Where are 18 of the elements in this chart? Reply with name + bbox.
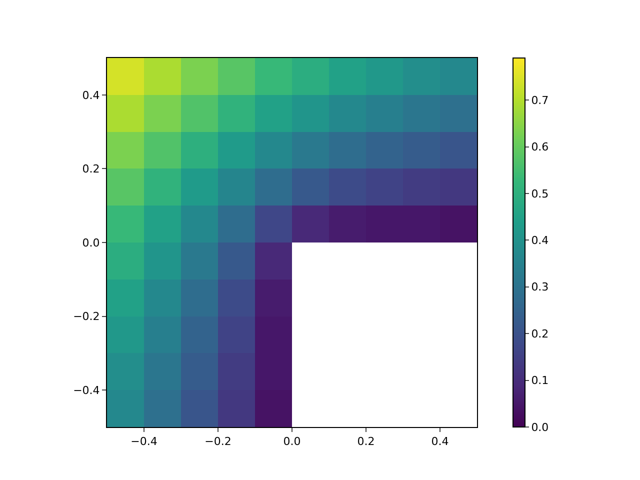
x-tick-label: −0.2 [204, 435, 232, 448]
y-tick-label: 0.2 [82, 162, 100, 176]
x-tick-label: 0.2 [357, 435, 375, 448]
color-bar-label: 0.1 [531, 374, 549, 388]
y-tick-label: 0.0 [82, 236, 100, 250]
color-bar-label: 0.4 [531, 234, 549, 248]
color-bar-label: 0.2 [531, 327, 549, 340]
color-bar-label: 0.5 [531, 187, 549, 200]
y-tick-label: −0.2 [73, 310, 100, 324]
x-tick-label: −0.4 [130, 435, 158, 448]
color-bar-label: 0.6 [531, 140, 549, 154]
x-tick-label: 0.4 [431, 435, 449, 448]
color-bar-label: 0.7 [531, 94, 549, 107]
color-bar-label: 0.3 [531, 280, 549, 294]
x-tick-label: 0.0 [283, 435, 301, 448]
y-tick-label: −0.4 [73, 384, 100, 397]
color-bar-label: 0.0 [531, 420, 549, 434]
y-tick-label: 0.4 [82, 88, 100, 102]
